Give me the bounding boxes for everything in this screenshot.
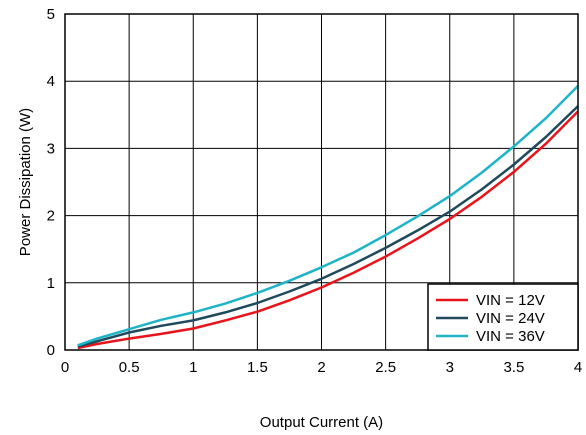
legend-label-0: VIN = 12V (476, 292, 545, 309)
x-tick-label: 1.5 (247, 359, 268, 376)
y-tick-label: 0 (47, 342, 55, 359)
y-tick-label: 3 (47, 140, 55, 157)
x-tick-label: 0 (61, 359, 69, 376)
x-axis-ticks: 0 0.5 1 1.5 2 2.5 3 3.5 4 (61, 359, 582, 376)
x-axis-label: Output Current (A) (260, 414, 383, 431)
y-axis-label: Power Dissipation (W) (17, 108, 34, 256)
x-tick-label: 3 (446, 359, 454, 376)
plot-frame (64, 13, 579, 351)
x-tick-label: 4 (574, 359, 582, 376)
legend-label-2: VIN = 36V (476, 328, 545, 345)
y-tick-label: 2 (47, 208, 55, 225)
x-tick-label: 1 (189, 359, 197, 376)
y-tick-label: 5 (47, 6, 55, 23)
x-tick-label: 3.5 (503, 359, 524, 376)
y-tick-label: 1 (47, 275, 55, 292)
series-line-1 (77, 105, 579, 348)
grid (64, 13, 579, 351)
legend-label-1: VIN = 24V (476, 310, 545, 327)
y-axis-ticks: 0 1 2 3 4 5 (47, 6, 55, 359)
x-tick-label: 0.5 (119, 359, 140, 376)
series-line-2 (77, 85, 579, 347)
x-tick-label: 2 (317, 359, 325, 376)
y-tick-label: 4 (47, 73, 55, 90)
series-line-0 (77, 110, 579, 350)
series-lines (77, 85, 579, 350)
x-tick-label: 2.5 (375, 359, 396, 376)
